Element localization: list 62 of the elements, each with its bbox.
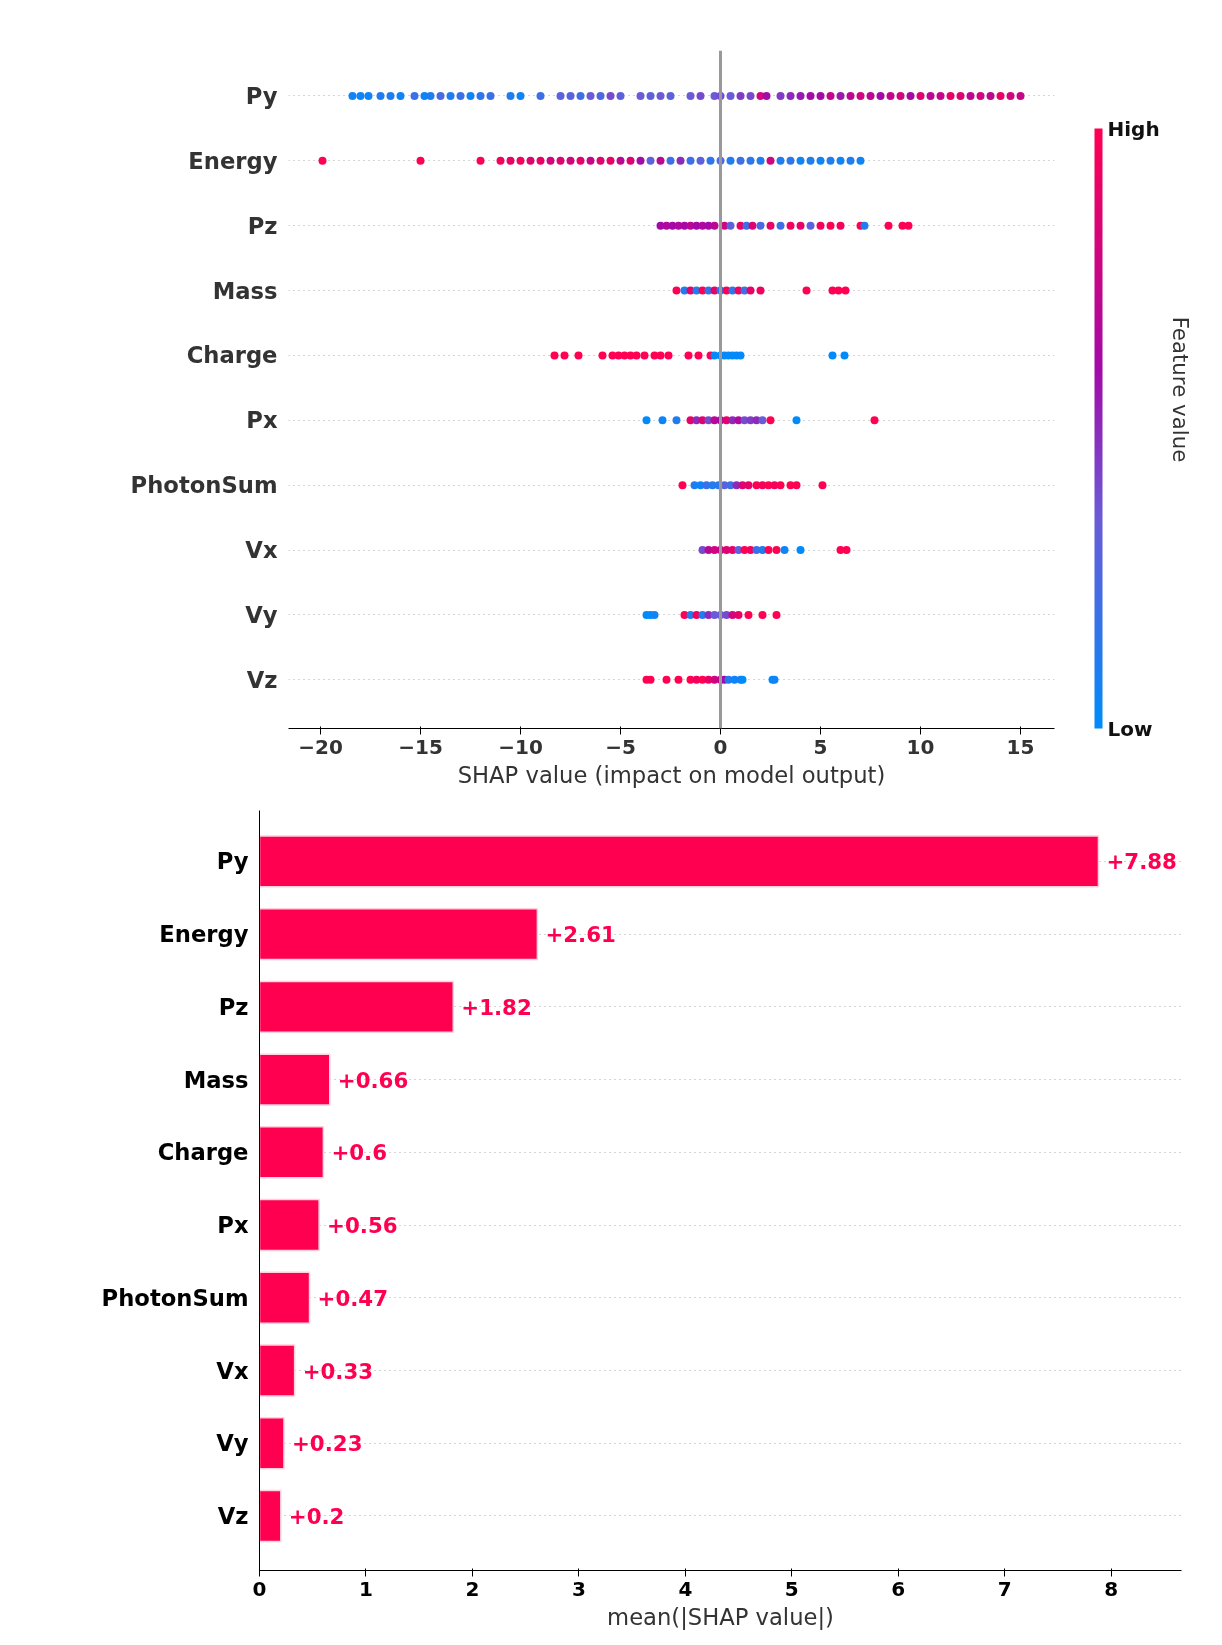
y-tick-label: Py [245,82,278,109]
color-bar-label: High [1107,116,1160,141]
bar [259,1198,320,1252]
y-tick-label: Pz [218,993,249,1020]
y-tick-label: Vx [245,537,278,564]
y-tick-label: Px [246,407,278,434]
y-tick-label: Vy [245,601,278,628]
y-tick-label: Charge [186,342,278,369]
data-label: +0.66 [337,1067,409,1093]
bar [259,1053,331,1106]
color-bar-label: Low [1107,716,1153,741]
x-tick-label: 15 [1006,734,1035,759]
y-tick-label: Px [217,1212,249,1239]
data-label: +0.6 [331,1140,388,1166]
x-tick-label: 5 [784,1576,799,1601]
data-label: +0.33 [302,1358,374,1384]
color-bar-title: Feature value [1167,316,1193,463]
x-tick-label: 6 [891,1576,906,1601]
y-tick-label: Energy [188,147,278,174]
y-tick-label: Vy [216,1430,249,1457]
x-tick-label: −10 [498,734,543,759]
y-tick-label: PhotonSum [130,472,278,499]
x-tick-label: 10 [906,734,935,759]
bar [259,907,539,961]
bar [259,1417,285,1470]
y-tick-label: Energy [159,921,249,948]
x-axis-title: mean(|SHAP value|) [607,1603,834,1630]
x-tick-label: 3 [571,1576,586,1601]
bar [259,835,1100,888]
bar [259,1489,282,1543]
bar [259,1344,296,1397]
data-label: +0.47 [317,1285,389,1311]
y-tick-label: Vz [217,1502,249,1529]
x-tick-label: 2 [465,1576,480,1601]
x-tick-label: 1 [359,1576,373,1601]
x-tick-label: −5 [605,734,636,759]
y-tick-label: Vz [246,666,278,693]
x-tick-label: 8 [1104,1576,1119,1601]
y-tick-label: Vx [216,1357,249,1384]
data-label: +0.23 [291,1431,363,1457]
data-label: +7.88 [1106,849,1177,875]
y-tick-label: Pz [247,212,278,239]
bar [259,1126,325,1179]
data-label: +1.82 [461,994,532,1020]
y-tick-label: Charge [157,1139,249,1166]
bar [259,1271,311,1324]
y-tick-label: PhotonSum [101,1284,249,1311]
x-tick-label: −20 [298,734,343,759]
data-label: +2.61 [545,922,616,948]
x-tick-label: 4 [678,1576,693,1601]
x-tick-label: 0 [252,1576,267,1601]
x-tick-label: 0 [713,734,728,759]
y-tick-label: Mass [212,277,278,304]
data-label: +0.56 [327,1213,398,1239]
data-label: +0.2 [288,1503,345,1529]
x-tick-label: 7 [997,1576,1012,1601]
x-tick-label: −15 [398,734,443,759]
y-tick-label: Py [216,848,249,875]
x-tick-label: 5 [813,734,828,759]
y-tick-label: Mass [183,1066,249,1093]
bar [259,980,455,1034]
x-axis-title: SHAP value (impact on model output) [457,761,886,788]
